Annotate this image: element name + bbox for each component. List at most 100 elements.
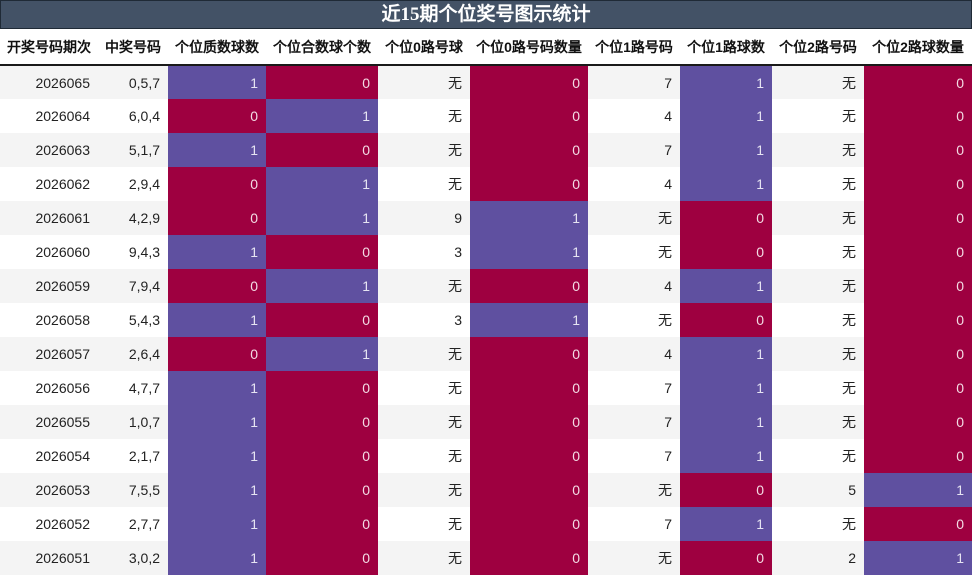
- table-row[interactable]: 2026051 3,0,2 1 0 无 0 无 0 2 1: [0, 541, 972, 575]
- table-row[interactable]: 2026053 7,5,5 1 0 无 0 无 0 5 1: [0, 473, 972, 507]
- cell-route0-count: 0: [470, 99, 588, 133]
- cell-route1-count: 0: [680, 201, 772, 235]
- cell-composite-count: 1: [266, 167, 378, 201]
- cell-winning-number: 4,7,7: [98, 371, 168, 405]
- table-row[interactable]: 2026058 5,4,3 1 0 3 1 无 0 无 0: [0, 303, 972, 337]
- cell-winning-number: 7,5,5: [98, 473, 168, 507]
- cell-route1-number: 4: [588, 269, 680, 303]
- cell-issue: 2026062: [0, 167, 98, 201]
- cell-route1-count: 1: [680, 167, 772, 201]
- cell-issue: 2026065: [0, 65, 98, 99]
- table-row[interactable]: 2026065 0,5,7 1 0 无 0 7 1 无 0: [0, 65, 972, 99]
- cell-route1-count: 1: [680, 65, 772, 99]
- cell-route0-count: 0: [470, 337, 588, 371]
- cell-route2-count: 0: [864, 371, 972, 405]
- cell-route0-number: 无: [378, 337, 470, 371]
- cell-route1-number: 无: [588, 541, 680, 575]
- table-row[interactable]: 2026055 1,0,7 1 0 无 0 7 1 无 0: [0, 405, 972, 439]
- cell-prime-count: 0: [168, 269, 266, 303]
- cell-route2-count: 1: [864, 473, 972, 507]
- table-row[interactable]: 2026060 9,4,3 1 0 3 1 无 0 无 0: [0, 235, 972, 269]
- cell-issue: 2026060: [0, 235, 98, 269]
- cell-composite-count: 0: [266, 507, 378, 541]
- cell-route1-number: 4: [588, 337, 680, 371]
- cell-prime-count: 1: [168, 371, 266, 405]
- table-row[interactable]: 2026064 6,0,4 0 1 无 0 4 1 无 0: [0, 99, 972, 133]
- table-row[interactable]: 2026057 2,6,4 0 1 无 0 4 1 无 0: [0, 337, 972, 371]
- col-header-composite-count[interactable]: 个位合数球个数: [266, 29, 378, 66]
- cell-route1-number: 无: [588, 201, 680, 235]
- cell-route2-count: 0: [864, 99, 972, 133]
- cell-issue: 2026059: [0, 269, 98, 303]
- table-row[interactable]: 2026054 2,1,7 1 0 无 0 7 1 无 0: [0, 439, 972, 473]
- cell-issue: 2026052: [0, 507, 98, 541]
- cell-prime-count: 1: [168, 405, 266, 439]
- cell-route2-number: 无: [772, 235, 864, 269]
- cell-winning-number: 4,2,9: [98, 201, 168, 235]
- col-header-route0-number[interactable]: 个位0路号球: [378, 29, 470, 66]
- table-row[interactable]: 2026056 4,7,7 1 0 无 0 7 1 无 0: [0, 371, 972, 405]
- cell-winning-number: 2,7,7: [98, 507, 168, 541]
- cell-composite-count: 0: [266, 65, 378, 99]
- cell-route1-count: 1: [680, 337, 772, 371]
- cell-route2-count: 0: [864, 337, 972, 371]
- cell-route1-count: 1: [680, 269, 772, 303]
- cell-route2-count: 0: [864, 439, 972, 473]
- cell-route2-count: 0: [864, 167, 972, 201]
- cell-prime-count: 1: [168, 507, 266, 541]
- cell-route0-number: 无: [378, 167, 470, 201]
- cell-route1-number: 无: [588, 303, 680, 337]
- cell-prime-count: 1: [168, 133, 266, 167]
- col-header-winning-number[interactable]: 中奖号码: [98, 29, 168, 66]
- cell-route2-number: 无: [772, 507, 864, 541]
- cell-route2-number: 无: [772, 99, 864, 133]
- cell-prime-count: 0: [168, 201, 266, 235]
- cell-composite-count: 1: [266, 99, 378, 133]
- col-header-issue[interactable]: 开奖号码期次: [0, 29, 98, 66]
- cell-route0-count: 0: [470, 269, 588, 303]
- cell-route1-count: 1: [680, 439, 772, 473]
- cell-route2-count: 1: [864, 541, 972, 575]
- cell-route1-count: 1: [680, 133, 772, 167]
- cell-route0-number: 无: [378, 371, 470, 405]
- col-header-route2-count[interactable]: 个位2路球数量: [864, 29, 972, 66]
- cell-route2-count: 0: [864, 235, 972, 269]
- cell-route0-number: 9: [378, 201, 470, 235]
- table-row[interactable]: 2026061 4,2,9 0 1 9 1 无 0 无 0: [0, 201, 972, 235]
- cell-route1-number: 7: [588, 371, 680, 405]
- col-header-route1-count[interactable]: 个位1路球数: [680, 29, 772, 66]
- cell-winning-number: 2,9,4: [98, 167, 168, 201]
- cell-prime-count: 0: [168, 99, 266, 133]
- cell-route0-number: 3: [378, 235, 470, 269]
- col-header-route2-number[interactable]: 个位2路号码: [772, 29, 864, 66]
- cell-composite-count: 0: [266, 303, 378, 337]
- cell-winning-number: 9,4,3: [98, 235, 168, 269]
- cell-route0-number: 无: [378, 439, 470, 473]
- col-header-prime-count[interactable]: 个位质数球数: [168, 29, 266, 66]
- cell-route2-number: 无: [772, 303, 864, 337]
- cell-route0-count: 1: [470, 201, 588, 235]
- cell-winning-number: 7,9,4: [98, 269, 168, 303]
- table-row[interactable]: 2026063 5,1,7 1 0 无 0 7 1 无 0: [0, 133, 972, 167]
- cell-route2-count: 0: [864, 201, 972, 235]
- cell-route1-number: 无: [588, 473, 680, 507]
- cell-route2-number: 无: [772, 371, 864, 405]
- cell-prime-count: 1: [168, 473, 266, 507]
- cell-route0-count: 0: [470, 371, 588, 405]
- cell-route1-number: 7: [588, 65, 680, 99]
- cell-route0-count: 0: [470, 133, 588, 167]
- cell-route0-number: 无: [378, 541, 470, 575]
- cell-issue: 2026057: [0, 337, 98, 371]
- cell-route2-number: 无: [772, 405, 864, 439]
- cell-winning-number: 0,5,7: [98, 65, 168, 99]
- table-row[interactable]: 2026059 7,9,4 0 1 无 0 4 1 无 0: [0, 269, 972, 303]
- table-row[interactable]: 2026052 2,7,7 1 0 无 0 7 1 无 0: [0, 507, 972, 541]
- cell-route1-count: 1: [680, 371, 772, 405]
- col-header-route1-number[interactable]: 个位1路号码: [588, 29, 680, 66]
- cell-prime-count: 1: [168, 235, 266, 269]
- col-header-route0-count[interactable]: 个位0路号码数量: [470, 29, 588, 66]
- cell-route0-count: 0: [470, 541, 588, 575]
- table-row[interactable]: 2026062 2,9,4 0 1 无 0 4 1 无 0: [0, 167, 972, 201]
- cell-composite-count: 1: [266, 337, 378, 371]
- cell-issue: 2026061: [0, 201, 98, 235]
